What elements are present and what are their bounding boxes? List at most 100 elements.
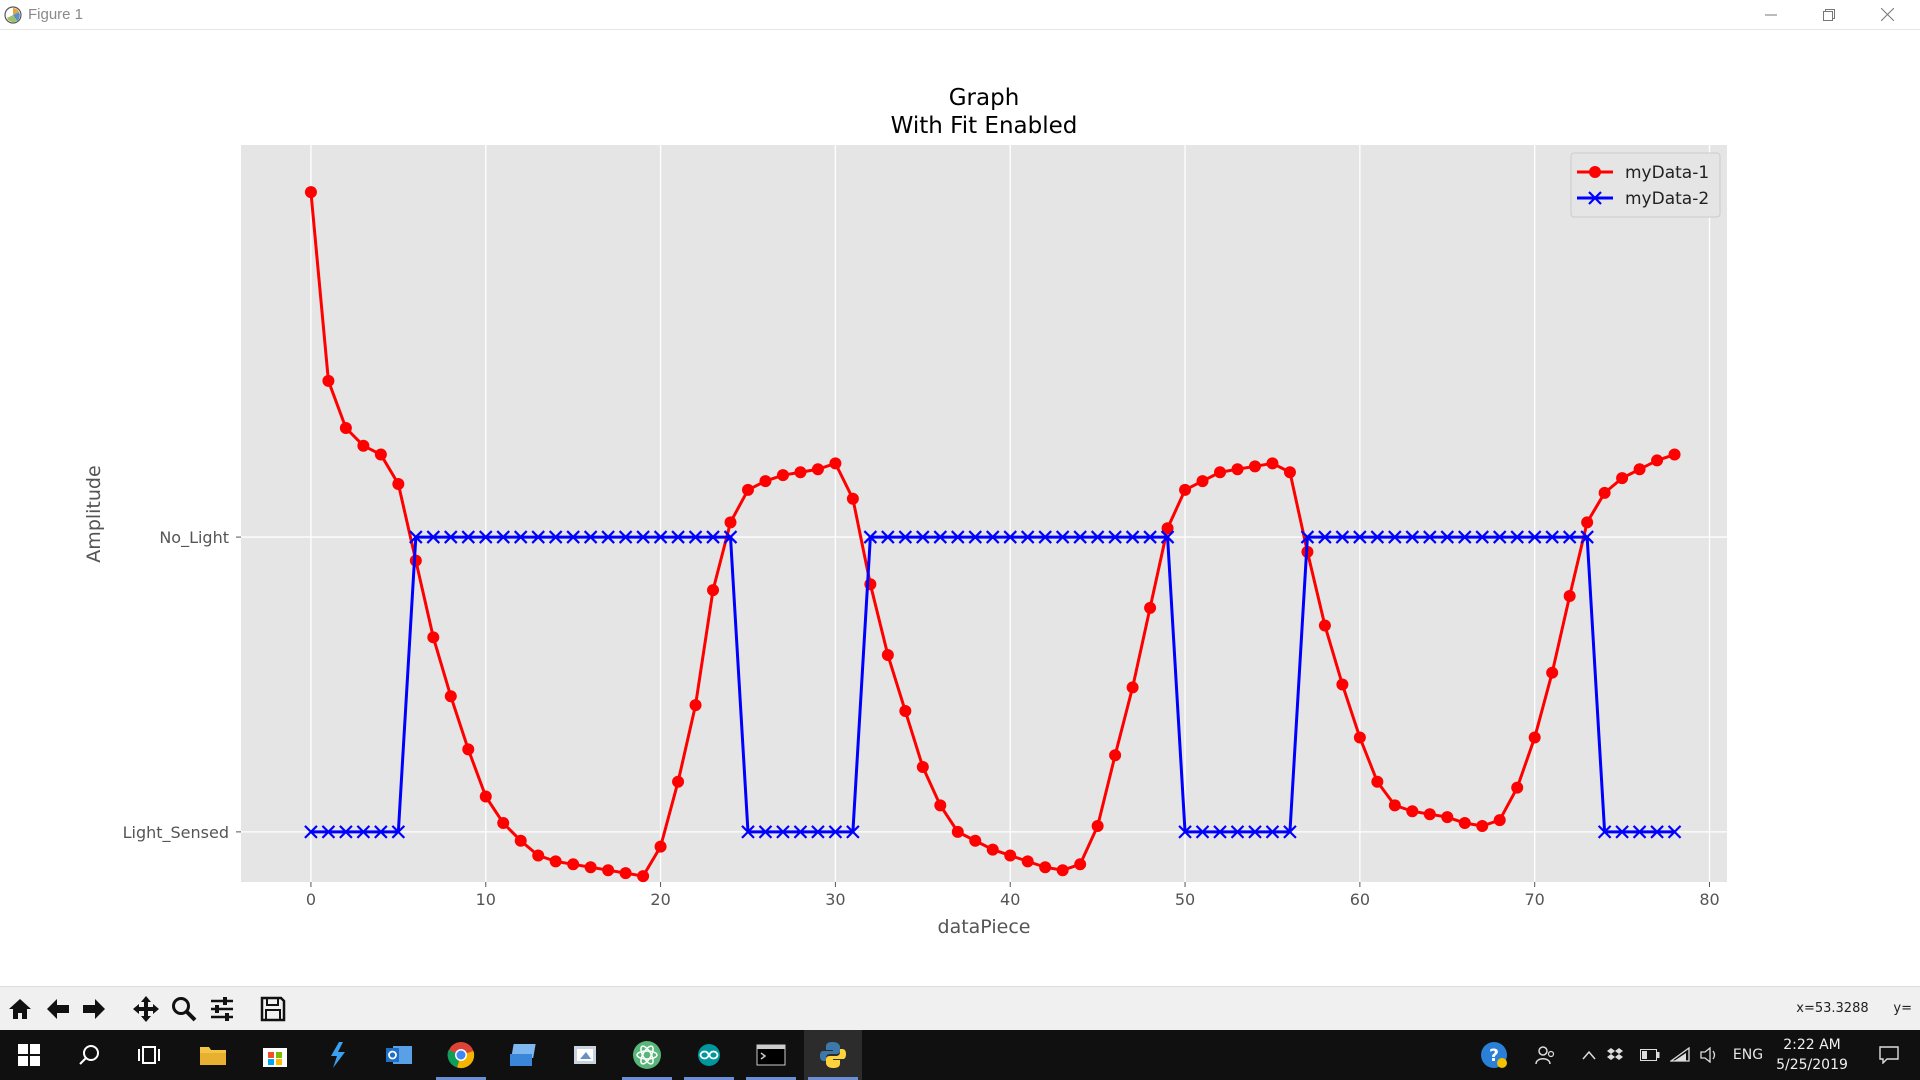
data-point bbox=[688, 530, 703, 544]
data-point bbox=[1545, 530, 1559, 544]
forward-button[interactable] bbox=[78, 993, 110, 1025]
x-tick-label: 60 bbox=[1350, 890, 1370, 909]
active-indicator bbox=[746, 1077, 796, 1080]
active-indicator bbox=[436, 1077, 486, 1080]
data-point bbox=[583, 530, 598, 544]
dropbox-tray-button[interactable] bbox=[1604, 1030, 1626, 1080]
configure-subplots-icon bbox=[211, 997, 233, 1021]
data-point bbox=[916, 761, 929, 774]
help-tray-button[interactable]: ? bbox=[1476, 1030, 1512, 1080]
taskbar-atom[interactable] bbox=[618, 1030, 676, 1080]
action-center-button[interactable] bbox=[1864, 1030, 1914, 1080]
taskbar-outlook[interactable] bbox=[370, 1030, 428, 1080]
data-point bbox=[916, 530, 930, 544]
data-point bbox=[1248, 460, 1261, 473]
data-point bbox=[304, 825, 318, 839]
data-point bbox=[881, 530, 895, 544]
taskbar-store[interactable] bbox=[246, 1030, 304, 1080]
file-explorer-icon bbox=[200, 1047, 226, 1065]
arduino-icon bbox=[698, 1044, 720, 1066]
taskbar-paint[interactable] bbox=[556, 1030, 614, 1080]
task-view-button[interactable] bbox=[120, 1030, 178, 1080]
home-button[interactable] bbox=[4, 993, 36, 1025]
data-point bbox=[1126, 681, 1139, 694]
legend-box bbox=[1570, 152, 1721, 218]
data-point bbox=[863, 530, 878, 544]
taskbar-file-explorer[interactable] bbox=[184, 1030, 242, 1080]
home-icon bbox=[9, 999, 31, 1019]
language-indicator[interactable]: ENG bbox=[1732, 1047, 1764, 1063]
taskbar-remote-desktop[interactable] bbox=[494, 1030, 552, 1080]
data-point bbox=[1388, 530, 1402, 544]
taskbar-chrome[interactable] bbox=[432, 1030, 490, 1080]
battery-tray-button[interactable] bbox=[1638, 1030, 1662, 1080]
chrome-icon bbox=[447, 1042, 475, 1069]
zoom-button[interactable] bbox=[168, 993, 200, 1025]
close-button[interactable] bbox=[1858, 0, 1916, 29]
data-point bbox=[1300, 530, 1315, 544]
show-hidden-icons-button[interactable] bbox=[1578, 1030, 1600, 1080]
y-tick-label: No_Light bbox=[159, 528, 229, 548]
python-icon bbox=[820, 1042, 846, 1068]
wifi-tray-button[interactable] bbox=[1668, 1030, 1692, 1080]
data-point bbox=[1475, 530, 1490, 544]
data-point bbox=[321, 825, 336, 839]
data-point bbox=[1178, 825, 1192, 839]
data-point bbox=[1108, 530, 1122, 544]
restore-button[interactable] bbox=[1800, 0, 1858, 29]
back-arrow-icon bbox=[47, 999, 69, 1019]
data-point bbox=[1213, 825, 1227, 839]
data-point bbox=[759, 475, 772, 488]
taskbar-python[interactable] bbox=[804, 1030, 862, 1080]
data-point bbox=[444, 690, 457, 703]
data-point bbox=[391, 825, 406, 839]
data-point bbox=[1633, 463, 1646, 476]
taskbar-visual-studio[interactable] bbox=[308, 1030, 366, 1080]
data-point bbox=[898, 530, 913, 544]
volume-tray-button[interactable] bbox=[1698, 1030, 1722, 1080]
data-point bbox=[1179, 483, 1192, 496]
x-tick-label: 70 bbox=[1525, 890, 1545, 909]
configure-subplots-button[interactable] bbox=[206, 993, 238, 1025]
data-point bbox=[706, 530, 720, 544]
data-point bbox=[1074, 858, 1087, 871]
data-point bbox=[1109, 749, 1122, 762]
data-point bbox=[322, 374, 335, 387]
data-point bbox=[1458, 817, 1471, 830]
search-icon bbox=[79, 1045, 99, 1065]
taskbar-clock[interactable]: 2:22 AM 5/25/2019 bbox=[1762, 1035, 1862, 1075]
data-point bbox=[374, 825, 388, 839]
taskbar-terminal[interactable] bbox=[742, 1030, 800, 1080]
data-point bbox=[1457, 530, 1472, 544]
data-point bbox=[497, 817, 510, 830]
data-point bbox=[1370, 530, 1385, 544]
back-button[interactable] bbox=[42, 993, 74, 1025]
svg-text:?: ? bbox=[1489, 1046, 1499, 1066]
x-tick-label: 40 bbox=[1000, 890, 1020, 909]
data-point bbox=[1144, 601, 1157, 614]
data-point bbox=[1440, 530, 1455, 544]
store-icon bbox=[263, 1048, 287, 1067]
taskbar-arduino[interactable] bbox=[680, 1030, 738, 1080]
chart: 0 10 20 30 40 50 60 70 80 No_Light Light_Sensed G… bbox=[83, 85, 1727, 938]
data-point bbox=[723, 530, 738, 544]
chevron-up-icon bbox=[1582, 1050, 1596, 1060]
y-tick-label: Light_Sensed bbox=[123, 823, 229, 843]
remote-desktop-icon bbox=[510, 1044, 536, 1066]
data-point bbox=[724, 516, 737, 529]
minimize-button[interactable] bbox=[1742, 0, 1800, 29]
pan-button[interactable] bbox=[130, 993, 162, 1025]
start-button[interactable] bbox=[0, 1030, 58, 1080]
data-point bbox=[1125, 530, 1140, 544]
data-point bbox=[1511, 781, 1524, 794]
data-point bbox=[1231, 463, 1244, 476]
legend-marker bbox=[1589, 166, 1601, 178]
people-tray-button[interactable] bbox=[1530, 1030, 1560, 1080]
chart-title-line1: Graph bbox=[949, 85, 1020, 111]
data-point bbox=[1318, 530, 1332, 544]
data-point bbox=[356, 825, 371, 839]
save-button[interactable] bbox=[257, 993, 289, 1025]
taskbar-search[interactable] bbox=[60, 1030, 118, 1080]
figure-canvas[interactable]: 0 10 20 30 40 50 60 70 80 No_Light Light_Sensed G… bbox=[0, 30, 1920, 986]
series-myData-1 bbox=[304, 186, 1681, 883]
